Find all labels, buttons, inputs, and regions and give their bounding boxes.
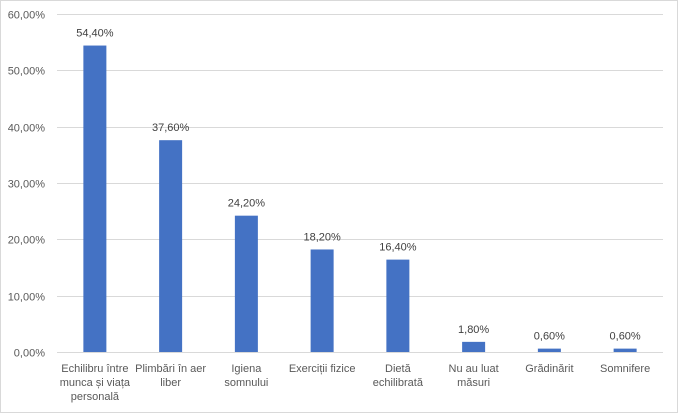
y-tick-label: 10,00%: [8, 292, 46, 304]
x-tick-label: Plimbări în aer liber: [135, 363, 206, 389]
x-tick-label: Igiena somnului: [224, 363, 268, 389]
x-tick-label: Somnifere: [600, 363, 650, 375]
data-label: 0,60%: [610, 331, 641, 343]
y-tick-label: 40,00%: [8, 123, 46, 135]
bars: [83, 45, 637, 353]
y-tick-label: 0,00%: [14, 348, 45, 360]
y-axis: 0,00% 10,00% 20,00% 30,00% 40,00% 50,00% 60,00…: [8, 10, 46, 360]
bar: [537, 348, 561, 352]
data-label: 0,60%: [534, 331, 565, 343]
data-label: 24,20%: [228, 198, 266, 210]
x-tick-label: Echilibru între munca și viața personală: [60, 363, 131, 403]
data-label: 16,40%: [379, 242, 417, 254]
data-label: 37,60%: [152, 122, 190, 134]
x-tick-label: Grădinărit: [525, 363, 573, 375]
bar: [386, 259, 410, 352]
y-tick-label: 60,00%: [8, 10, 46, 22]
data-labels: 54,40% 37,60% 24,20% 18,20% 16,40% 1,80% 0,60%…: [76, 28, 641, 343]
x-axis: Echilibru între munca și viața personalăPl…: [60, 363, 650, 403]
x-tick-label: Exerciții fizice: [289, 363, 356, 375]
bar: [159, 140, 183, 352]
y-tick-label: 20,00%: [8, 235, 46, 247]
bar: [234, 215, 258, 352]
x-tick-label: Nu au luat măsuri: [449, 363, 499, 389]
bar: [462, 341, 486, 352]
data-label: 1,80%: [458, 324, 489, 336]
gridlines: [57, 14, 663, 353]
y-tick-label: 30,00%: [8, 179, 46, 191]
bar: [310, 249, 334, 352]
x-tick-label: Dietă echilibrată: [373, 363, 424, 389]
bar: [613, 348, 637, 352]
data-label: 54,40%: [76, 28, 114, 40]
data-label: 18,20%: [303, 231, 341, 243]
bar: [83, 45, 107, 353]
y-tick-label: 50,00%: [8, 66, 46, 78]
